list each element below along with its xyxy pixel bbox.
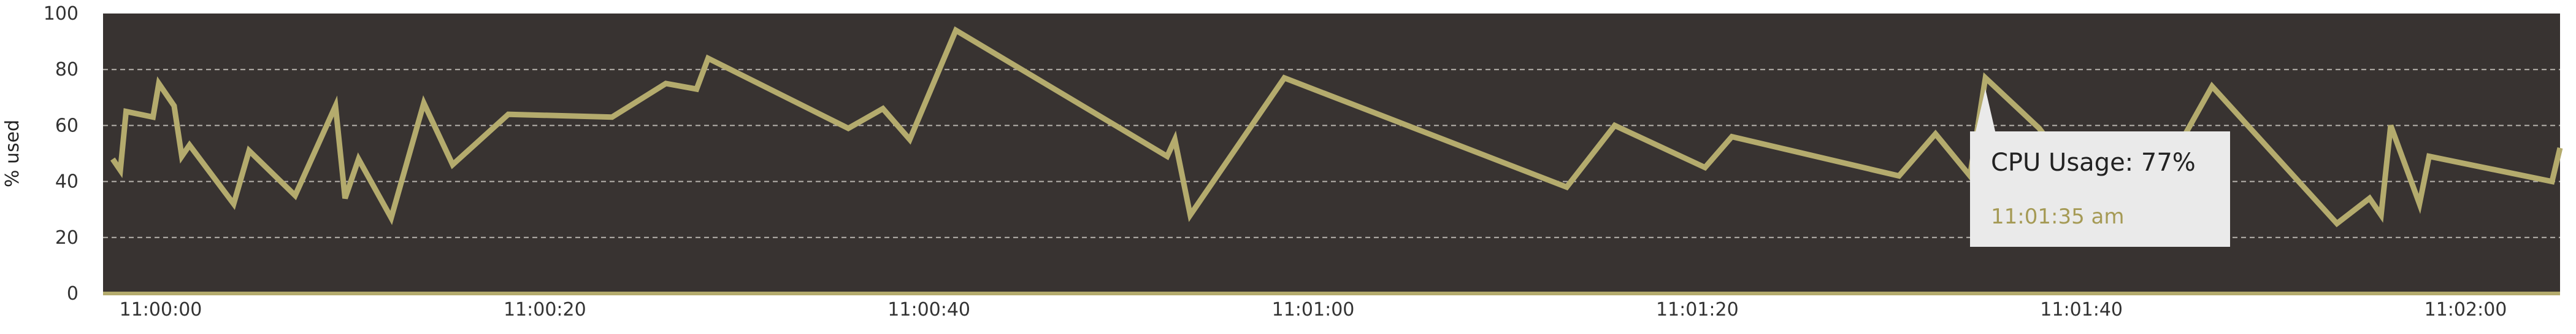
tooltip: CPU Usage: 77% 11:01:35 am	[1970, 88, 2230, 247]
x-tick-label: 11:00:40	[887, 299, 970, 320]
data-point	[1189, 213, 1192, 217]
data-point	[180, 155, 183, 158]
x-tick-label: 11:01:40	[2040, 299, 2123, 320]
data-point	[2558, 146, 2562, 150]
data-point	[1897, 174, 1901, 177]
data-point	[2418, 202, 2421, 206]
data-point	[247, 149, 251, 152]
data-point	[111, 157, 115, 161]
data-point	[2367, 196, 2371, 200]
data-point	[664, 82, 668, 85]
data-point	[389, 216, 393, 220]
x-tick-label: 11:00:20	[504, 299, 586, 320]
data-point	[422, 101, 426, 105]
data-point	[1934, 132, 1938, 136]
data-point	[118, 168, 122, 172]
data-point	[507, 112, 510, 116]
data-point	[1173, 138, 1177, 141]
data-point	[232, 202, 236, 206]
data-point	[293, 193, 297, 197]
data-point	[357, 157, 361, 161]
y-tick-label: 80	[55, 59, 79, 80]
x-axis-ticks: 11:00:00 11:00:20 11:00:40 11:01:00 11:01:20…	[120, 299, 2507, 320]
data-point	[334, 104, 337, 107]
data-point	[2335, 222, 2339, 225]
data-point	[1730, 135, 1734, 139]
data-point	[2427, 155, 2431, 158]
data-point	[1282, 76, 1286, 80]
data-point	[151, 115, 155, 119]
data-point	[2389, 123, 2393, 127]
data-point	[1703, 166, 1707, 169]
data-point	[2210, 85, 2214, 88]
tooltip-time: 11:01:35 am	[1991, 204, 2124, 229]
data-point	[695, 87, 699, 91]
data-point	[172, 104, 176, 107]
data-point	[2379, 213, 2383, 217]
y-axis-label: % used	[2, 120, 23, 187]
data-point	[1984, 76, 1987, 80]
y-tick-label: 40	[55, 171, 79, 193]
y-tick-label: 60	[55, 115, 79, 136]
x-tick-label: 11:00:00	[120, 299, 202, 320]
data-point	[343, 196, 347, 200]
data-point	[1613, 123, 1617, 127]
x-tick-label: 11:02:00	[2425, 299, 2507, 320]
data-point	[451, 163, 454, 166]
x-tick-label: 11:01:00	[1272, 299, 1355, 320]
tooltip-label: CPU Usage: 77%	[1991, 149, 2196, 177]
data-point	[2037, 126, 2041, 130]
data-point	[908, 138, 911, 141]
data-point	[954, 28, 958, 32]
y-axis-ticks: 0 20 40 60 80 100	[44, 3, 79, 305]
data-point	[2550, 180, 2554, 184]
y-tick-label: 0	[67, 283, 79, 305]
data-point	[1165, 155, 1169, 158]
x-tick-label: 11:01:20	[1656, 299, 1739, 320]
data-point	[1565, 185, 1568, 189]
data-point	[610, 115, 614, 119]
data-point	[188, 143, 191, 147]
tooltip-box	[1970, 88, 2230, 247]
y-tick-label: 20	[55, 227, 79, 249]
data-point	[707, 56, 710, 60]
data-point	[125, 110, 128, 114]
series-line-cpu-usage	[110, 26, 2563, 228]
data-point	[157, 82, 161, 85]
y-tick-label: 100	[44, 3, 79, 25]
data-point	[846, 126, 850, 130]
data-point	[881, 107, 885, 111]
